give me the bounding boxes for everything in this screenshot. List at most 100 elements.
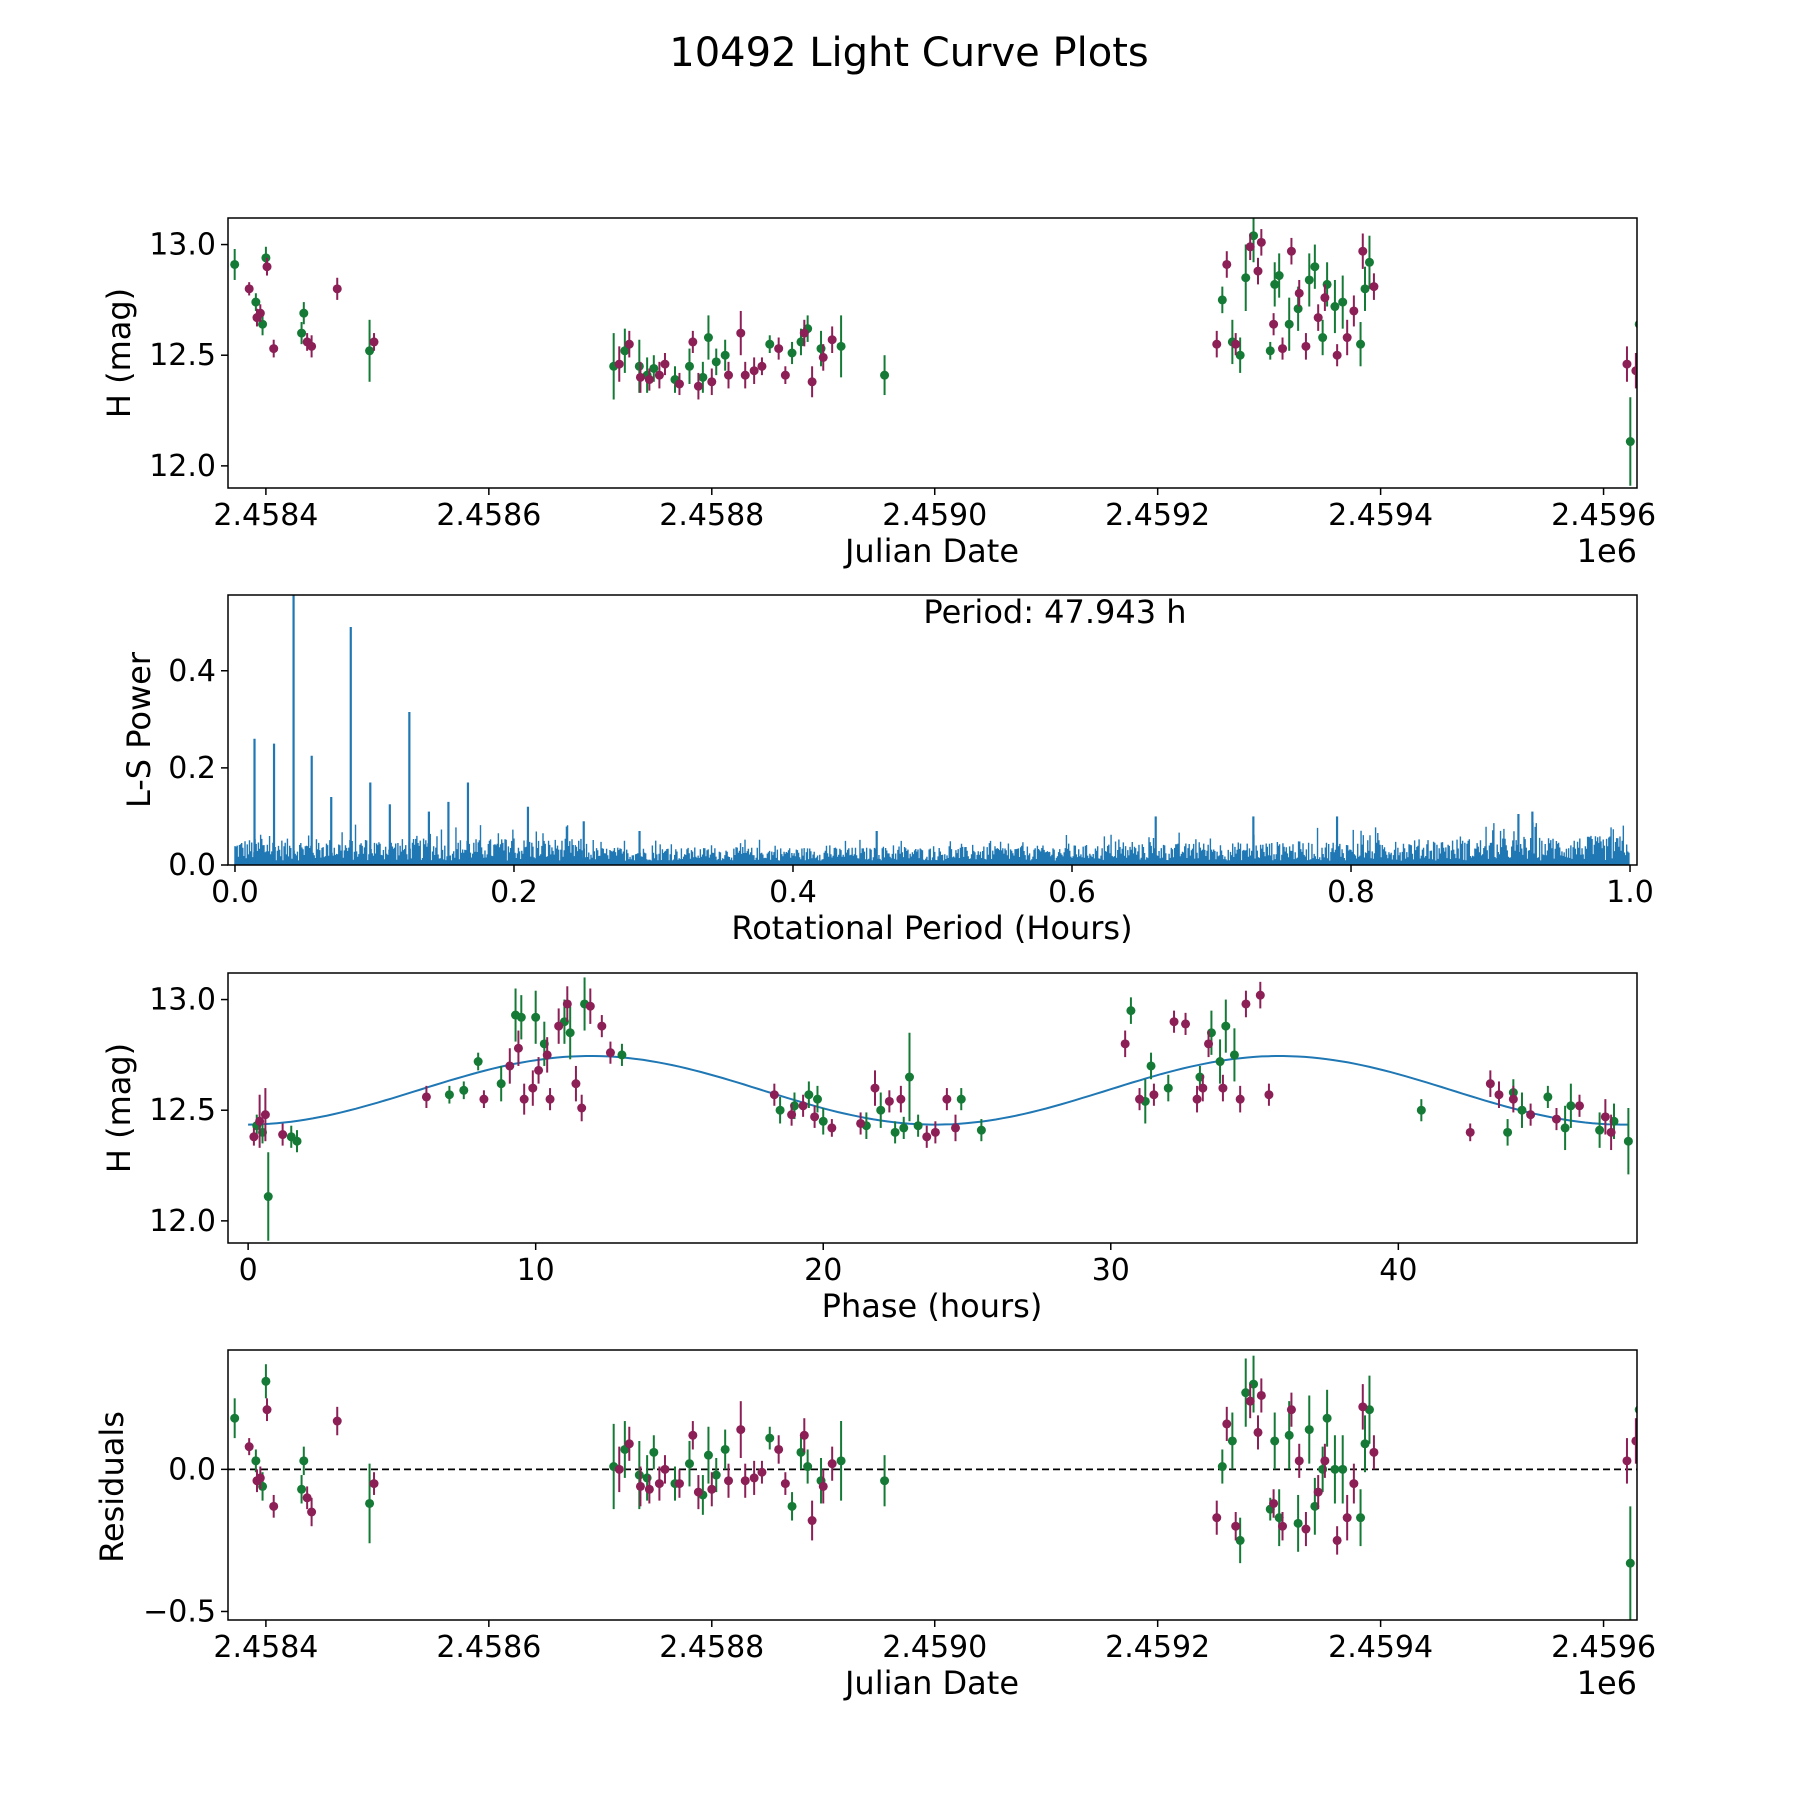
lightcurve-point-maroon <box>1286 246 1296 256</box>
lightcurve-point-maroon <box>255 308 265 318</box>
residuals-point-green <box>1310 1501 1320 1511</box>
phased-point-maroon <box>513 1043 523 1053</box>
phased-point-maroon <box>810 1112 820 1122</box>
residuals-point-maroon <box>740 1476 750 1486</box>
phased-point-green <box>1595 1125 1605 1135</box>
lightcurve-point-green <box>620 346 630 356</box>
phased-point-maroon <box>585 1001 595 1011</box>
residuals-point-maroon <box>827 1459 837 1469</box>
residuals-point-maroon <box>307 1507 317 1517</box>
phased-panel: 0 10 20 30 40 12.0 12.5 13.0 Phase (hours) H (m… <box>100 972 1638 1325</box>
residuals-xtick-label: 2.4586 <box>436 1630 541 1665</box>
residuals-panel: 2.4584 2.4586 2.4588 2.4590 2.4592 2.4594 2.45… <box>93 1349 1656 1702</box>
residuals-point-green <box>365 1498 375 1508</box>
periodogram-xtick-label: 0.4 <box>769 875 817 910</box>
phased-point-maroon <box>545 1094 555 1104</box>
lightcurve-plot-area <box>230 218 1637 486</box>
lightcurve-point-green <box>1330 302 1340 312</box>
lightcurve-point-maroon <box>369 337 379 347</box>
phased-point-green <box>899 1123 909 1133</box>
phased-plot-area <box>248 977 1633 1241</box>
residuals-point-maroon <box>736 1425 746 1435</box>
phased-point-maroon <box>884 1096 894 1106</box>
residuals-point-green <box>1227 1436 1237 1446</box>
phased-point-green <box>1126 1006 1136 1016</box>
lightcurve-point-maroon <box>1349 306 1359 316</box>
residuals-point-green <box>230 1413 240 1423</box>
residuals-point-green <box>251 1456 261 1466</box>
periodogram-xtick-label: 0.0 <box>211 875 259 910</box>
phased-point-green <box>1623 1136 1633 1146</box>
residuals-point-green <box>1304 1425 1314 1435</box>
lightcurve-point-green <box>251 297 261 307</box>
periodogram-ytick-label: 0.4 <box>168 654 216 689</box>
lightcurve-point-maroon <box>262 262 272 272</box>
residuals-point-green <box>1235 1535 1245 1545</box>
phased-point-green <box>496 1079 506 1089</box>
phased-point-maroon <box>1192 1094 1202 1104</box>
lightcurve-point-green <box>230 259 240 269</box>
phased-point-green <box>1229 1050 1239 1060</box>
residuals-point-green <box>787 1501 797 1511</box>
phased-ylabel: H (mag) <box>100 1043 138 1173</box>
lightcurve-point-green <box>634 361 644 371</box>
phased-point-green <box>812 1094 822 1104</box>
residuals-point-maroon <box>1269 1498 1279 1508</box>
phased-point-maroon <box>571 1079 581 1089</box>
lightcurve-point-maroon <box>1269 319 1279 329</box>
residuals-point-maroon <box>1358 1402 1368 1412</box>
lightcurve-point-maroon <box>624 339 634 349</box>
residuals-point-green <box>1360 1439 1370 1449</box>
phased-point-maroon <box>1218 1083 1228 1093</box>
lightcurve-point-green <box>684 361 694 371</box>
phased-point-maroon <box>1574 1101 1584 1111</box>
phased-xtick-label: 0 <box>239 1253 258 1288</box>
lightcurve-xtick-label: 2.4590 <box>882 498 987 533</box>
residuals-ytick-label: −0.5 <box>143 1594 216 1629</box>
residuals-point-green <box>836 1456 846 1466</box>
phased-point-maroon <box>896 1094 906 1104</box>
lightcurve-point-green <box>1270 279 1280 289</box>
lightcurve-point-maroon <box>1278 344 1288 354</box>
lightcurve-point-maroon <box>749 366 759 376</box>
phased-point-green <box>1560 1123 1570 1133</box>
residuals-point-maroon <box>1313 1487 1323 1497</box>
lightcurve-point-maroon <box>269 344 279 354</box>
lightcurve-point-green <box>703 333 713 343</box>
phased-point-maroon <box>260 1110 270 1120</box>
lightcurve-xtick-label: 2.4596 <box>1551 498 1656 533</box>
phased-point-maroon <box>1169 1017 1179 1027</box>
phased-point-green <box>976 1125 986 1135</box>
phased-point-green <box>904 1072 914 1082</box>
phased-point-maroon <box>870 1083 880 1093</box>
residuals-point-green <box>649 1447 659 1457</box>
residuals-point-green <box>1284 1430 1294 1440</box>
lightcurve-point-green <box>1249 231 1259 241</box>
lightcurve-ytick-label: 12.5 <box>149 338 216 373</box>
lightcurve-point-maroon <box>332 284 342 294</box>
residuals-point-green <box>1322 1413 1332 1423</box>
phased-xtick-label: 10 <box>517 1253 555 1288</box>
residuals-point-maroon <box>654 1479 664 1489</box>
lightcurve-point-green <box>1304 275 1314 285</box>
phased-point-green <box>292 1136 302 1146</box>
phased-point-green <box>818 1116 828 1126</box>
residuals-plot-area <box>228 1355 1637 1620</box>
residuals-point-maroon <box>1320 1456 1330 1466</box>
lightcurve-point-maroon <box>688 337 698 347</box>
lightcurve-point-maroon <box>654 370 664 380</box>
lightcurve-point-green <box>720 350 730 360</box>
residuals-point-green <box>1356 1513 1366 1523</box>
lightcurve-point-maroon <box>1212 339 1222 349</box>
lightcurve-point-maroon <box>614 359 624 369</box>
phased-point-green <box>617 1050 627 1060</box>
phased-point-maroon <box>1508 1094 1518 1104</box>
residuals-point-green <box>1330 1464 1340 1474</box>
model-fit-curve <box>248 1055 1629 1126</box>
lightcurve-point-maroon <box>1222 259 1232 269</box>
lightcurve-point-green <box>711 357 721 367</box>
residuals-point-green <box>634 1470 644 1480</box>
residuals-point-maroon <box>255 1473 265 1483</box>
lightcurve-point-maroon <box>660 359 670 369</box>
